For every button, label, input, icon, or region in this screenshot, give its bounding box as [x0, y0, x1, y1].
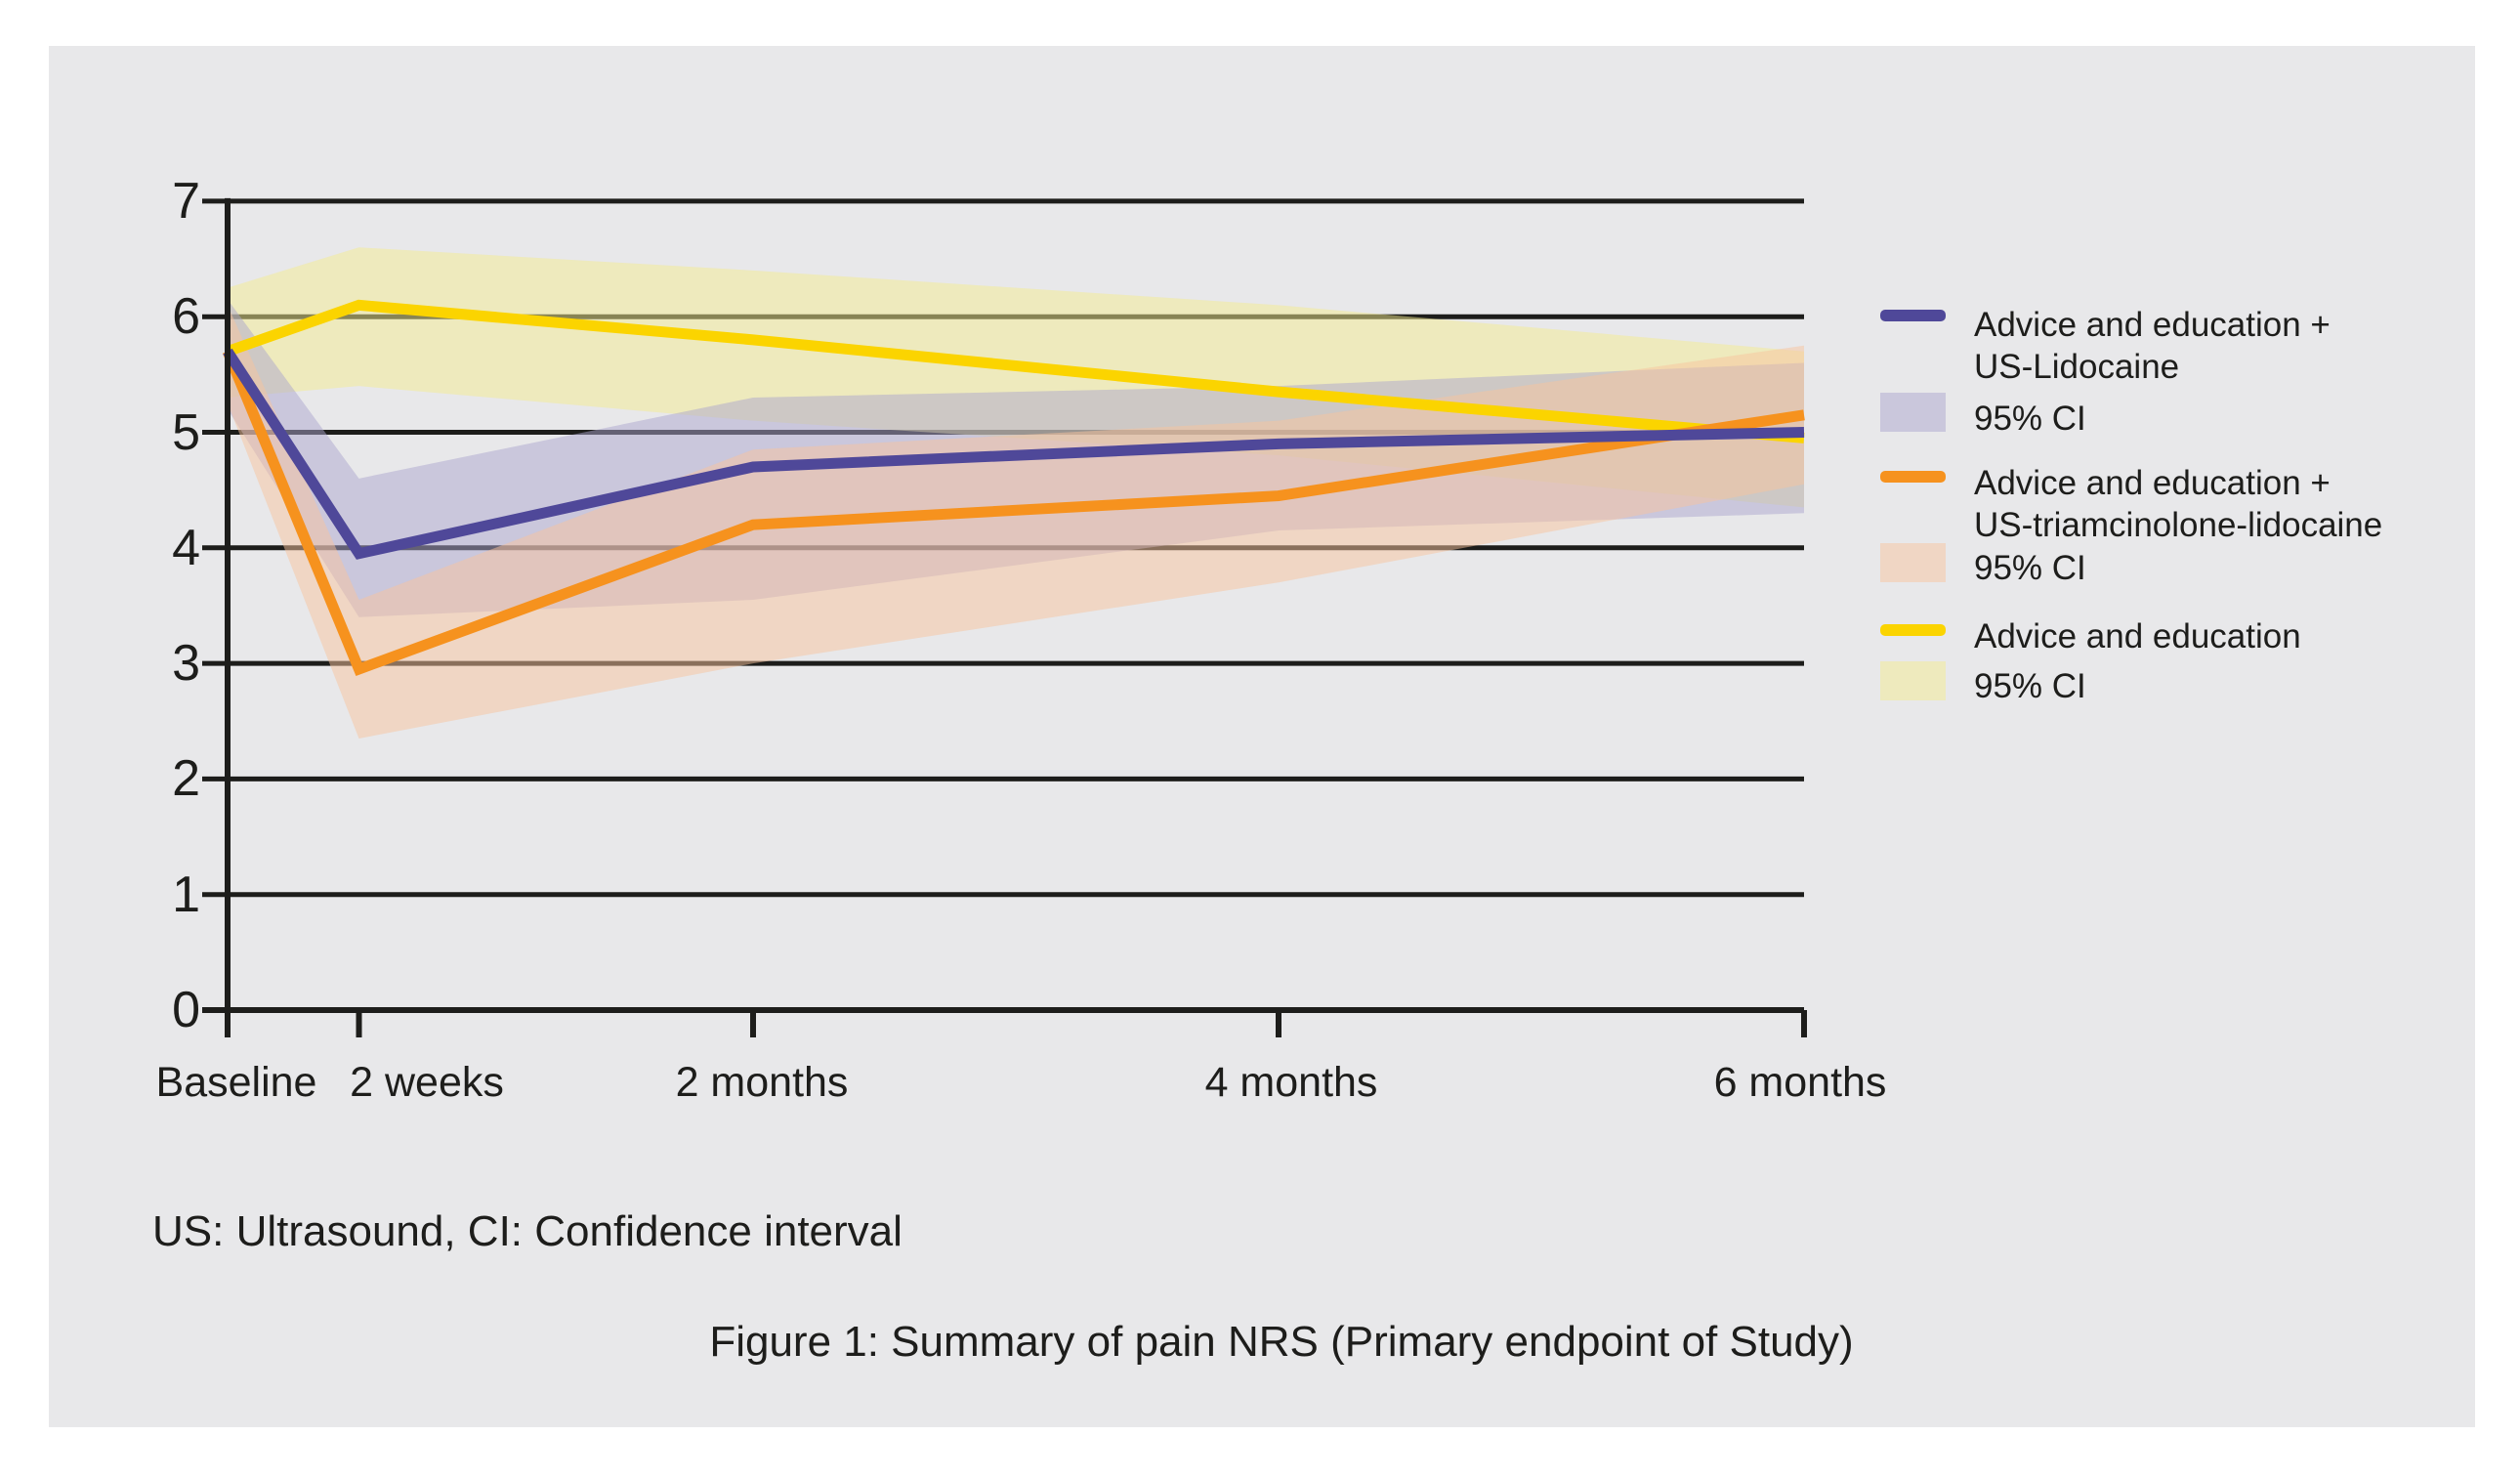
legend-label-orange-line2: US-triamcinolone-lidocaine [1974, 506, 2383, 544]
legend-label-purple: Advice and education + US-Lidocaine [1974, 304, 2331, 388]
y-tick-label-5: 5 [172, 403, 200, 461]
legend-swatch-orange-line [1880, 471, 1946, 483]
legend-swatch-purple-line [1880, 310, 1946, 321]
legend-label-purple-line2: US-Lidocaine [1974, 348, 2180, 386]
legend-label-purple-line1: Advice and education + [1974, 306, 2331, 344]
series-line-0 [223, 348, 1805, 560]
x-tick-label-4-months: 4 months [1204, 1059, 1378, 1106]
x-tick-label-2-months: 2 months [675, 1059, 849, 1106]
x-tick-label-2-weeks: 2 weeks [350, 1059, 504, 1106]
y-tick-label-6: 6 [172, 288, 200, 346]
legend-label-yellow: Advice and education [1974, 617, 2301, 655]
y-tick-label-3: 3 [172, 635, 200, 693]
legend-label-yellow-ci: 95% CI [1974, 667, 2086, 705]
y-tick-label-4: 4 [172, 519, 200, 576]
legend-label-orange-line1: Advice and education + [1974, 464, 2331, 502]
legend-swatch-orange-ci [1880, 543, 1946, 582]
y-tick-label-1: 1 [172, 866, 200, 923]
series-line-1 [222, 349, 1805, 676]
legend-label-orange: Advice and education + US-triamcinolone-… [1974, 462, 2382, 546]
legend-label-orange-ci: 95% CI [1974, 549, 2086, 587]
x-tick-label-baseline: Baseline [155, 1059, 317, 1106]
y-tick-label-7: 7 [172, 172, 200, 230]
series-line-2 [226, 299, 1805, 443]
x-tick-label-6-months: 6 months [1713, 1059, 1887, 1106]
y-tick-label-0: 0 [172, 982, 200, 1038]
y-tick-label-2: 2 [172, 750, 200, 808]
figure-caption: Figure 1: Summary of pain NRS (Primary e… [709, 1318, 1854, 1366]
ci-band-1 [228, 305, 1804, 739]
legend-swatch-yellow-line [1880, 624, 1946, 636]
legend-label-purple-ci: 95% CI [1974, 400, 2086, 438]
legend-swatch-purple-ci [1880, 393, 1946, 432]
legend-swatch-yellow-ci [1880, 661, 1946, 700]
abbreviation-note: US: Ultrasound, CI: Confidence interval [152, 1207, 903, 1255]
